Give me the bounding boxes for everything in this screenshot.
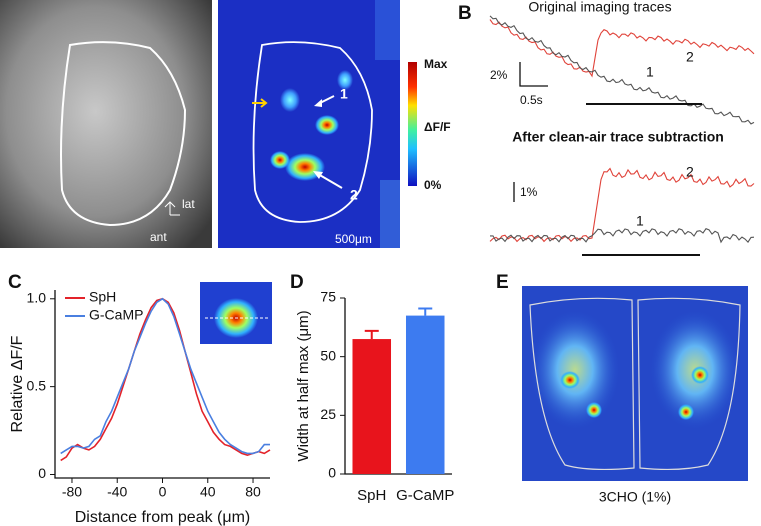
trace-label: 2 <box>686 49 694 65</box>
hotspot <box>315 115 339 135</box>
y-tick-label: 1.0 <box>27 289 47 305</box>
outline <box>60 41 187 227</box>
colorbar-label: ΔF/F <box>424 120 451 134</box>
colorbar-label: Max <box>424 57 448 71</box>
trace <box>489 15 755 125</box>
axis-label: ant <box>150 230 167 244</box>
trace-title: Original imaging traces <box>528 0 671 15</box>
y-tick-label: 50 <box>320 347 336 363</box>
x-tick-label: 40 <box>200 484 216 500</box>
hotspot <box>586 402 602 418</box>
panel-label: E <box>496 272 509 293</box>
heatmap-image <box>218 0 400 248</box>
y-axis-label: Relative ΔF/F <box>9 335 26 432</box>
hotspot <box>270 151 290 169</box>
glow <box>530 310 620 430</box>
scale-bar <box>519 62 548 87</box>
arrow <box>317 173 343 189</box>
x-tick-label: 80 <box>245 484 261 500</box>
error-bar <box>418 307 433 316</box>
panel-label: B <box>458 3 472 24</box>
axis-frame <box>54 290 270 479</box>
x-tick-label: 0 <box>159 484 167 500</box>
brightfield-image <box>0 0 212 248</box>
panel-label: D <box>290 272 304 293</box>
hotspot <box>337 70 353 90</box>
trace <box>490 228 755 244</box>
x-axis-label: Distance from peak (μm) <box>75 509 250 526</box>
panel-label: C <box>8 272 22 293</box>
y-tick-label: 75 <box>320 289 336 305</box>
legend-label: G-CaMP <box>89 307 143 323</box>
axis-label: lat <box>182 197 195 211</box>
scale-label: 1% <box>520 185 538 199</box>
trace <box>489 167 755 243</box>
trace-label: 1 <box>636 213 644 229</box>
arrow-label: 1 <box>340 86 348 102</box>
y-tick-label: 25 <box>320 406 336 422</box>
x-tick-label: G-CaMP <box>396 487 454 504</box>
trace-title: After clean-air trace subtraction <box>512 129 724 145</box>
x-tick-label: -40 <box>107 484 127 500</box>
hotspot <box>285 153 325 181</box>
hotspot <box>678 404 694 420</box>
bar <box>352 339 392 474</box>
edge-noise <box>380 180 400 248</box>
orientation-arrows <box>164 201 180 216</box>
y-tick-label: 0 <box>38 465 46 481</box>
legend-label: SpH <box>89 289 116 305</box>
hotspot <box>560 371 580 389</box>
bar <box>405 315 445 474</box>
outline <box>252 41 373 223</box>
x-tick-label: -80 <box>62 484 82 500</box>
arrow <box>313 171 323 179</box>
y-tick-label: 0 <box>328 465 336 481</box>
colorbar <box>408 62 417 186</box>
x-tick-label: SpH <box>357 487 386 504</box>
arrow <box>314 99 322 107</box>
y-axis-label: Width at half max (μm) <box>295 310 312 461</box>
arrow <box>252 98 268 108</box>
scale-label: 2% <box>490 68 508 82</box>
traces <box>489 15 755 244</box>
colorbar-label: 0% <box>424 178 442 192</box>
scale-label: 0.5s <box>520 93 543 107</box>
trace-label: 1 <box>646 64 654 80</box>
hotspot <box>280 88 300 112</box>
error-bar <box>364 329 379 340</box>
trace <box>489 19 755 78</box>
edge-noise <box>375 0 400 60</box>
outline <box>529 297 741 471</box>
arrow-label: 2 <box>350 187 358 203</box>
y-tick-label: 0.5 <box>27 377 47 393</box>
trace-label: 2 <box>686 164 694 180</box>
scale-label: 500μm <box>335 232 372 246</box>
hotspot <box>691 366 709 384</box>
caption: 3CHO (1%) <box>599 489 671 505</box>
series-line <box>60 297 270 455</box>
